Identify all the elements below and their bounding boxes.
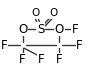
Text: O: O [55, 23, 64, 36]
Text: F: F [1, 39, 8, 52]
Text: F: F [76, 39, 83, 52]
Text: F: F [56, 53, 63, 66]
Text: O: O [32, 8, 40, 18]
Text: F: F [19, 53, 26, 66]
Text: F: F [38, 53, 44, 66]
Text: O: O [18, 23, 27, 36]
Text: F: F [72, 23, 79, 36]
Text: O: O [49, 8, 57, 18]
Text: S: S [37, 23, 45, 36]
